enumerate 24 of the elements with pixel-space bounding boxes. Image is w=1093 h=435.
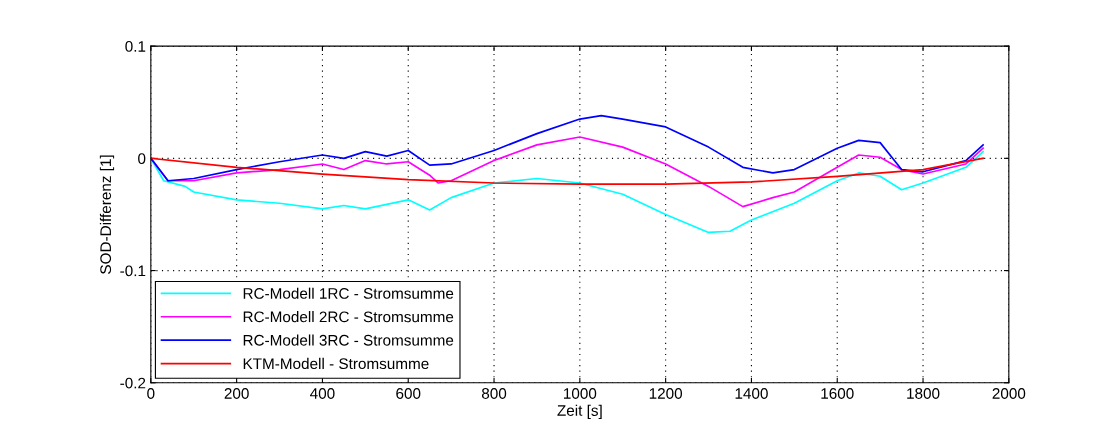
y-axis-title: SOD-Differenz [1] (99, 155, 115, 274)
x-tick-label: 1400 (735, 388, 768, 399)
x-tick-label: 800 (481, 388, 507, 399)
y-tick-label: 0.1 (125, 40, 146, 52)
x-tick-label: 1800 (907, 388, 940, 399)
legend-label: KTM-Modell - Stromsumme (243, 357, 429, 370)
x-tick-label: 1200 (649, 388, 683, 399)
x-tick-label: 200 (224, 388, 249, 399)
x-tick-label: 400 (310, 388, 335, 399)
y-tick-label: -0.1 (120, 265, 146, 277)
line-series (150, 157, 984, 185)
legend-label: RC-Modell 3RC - Stromsumme (243, 334, 454, 346)
y-tick-label: -0.2 (120, 377, 146, 389)
x-axis-title: Zeit [s] (557, 404, 602, 419)
x-tick-label: 2000 (992, 388, 1026, 399)
x-tick-label: 0 (147, 388, 155, 399)
x-tick-label: 1000 (564, 388, 597, 399)
x-tick-label: 1600 (821, 388, 854, 399)
legend-label: RC-Modell 1RC - Stromsumme (243, 287, 454, 299)
line-series (150, 150, 984, 234)
legend-label: RC-Modell 2RC - Stromsumme (243, 311, 454, 323)
line-series (150, 114, 984, 182)
y-tick-label: 0 (138, 153, 146, 165)
x-tick-label: 600 (396, 388, 421, 399)
